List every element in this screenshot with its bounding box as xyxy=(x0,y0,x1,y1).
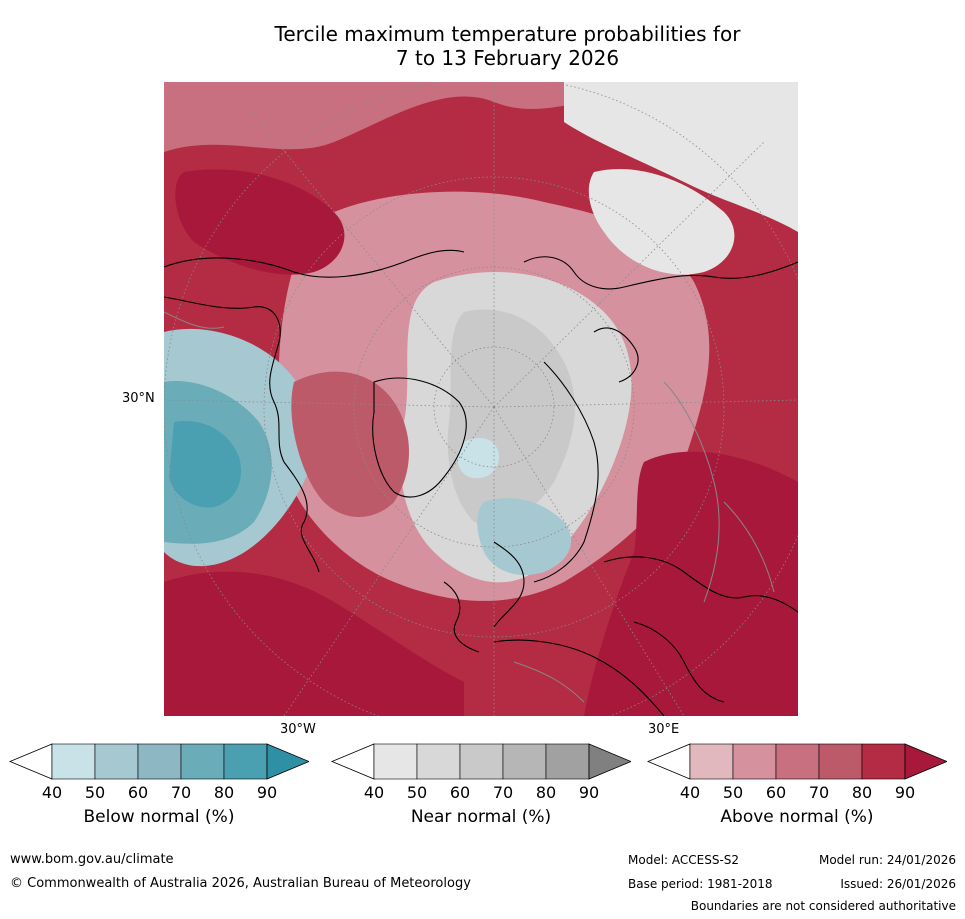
below-tick-label: 50 xyxy=(84,783,106,802)
chart-title: Tercile maximum temperature probabilitie… xyxy=(160,22,855,70)
colorbar-below-svg xyxy=(9,743,309,780)
near-extend-low xyxy=(331,743,375,780)
below-tick-label: 60 xyxy=(127,783,149,802)
above-extend-high xyxy=(904,743,947,780)
near-tick-label: 50 xyxy=(406,783,428,802)
above-bin-1 xyxy=(732,743,777,780)
near-tick-label: 80 xyxy=(535,783,557,802)
above-extend-low xyxy=(647,743,691,780)
below-extend-high xyxy=(266,743,309,780)
footer-disclaimer: Boundaries are not considered authoritat… xyxy=(690,899,956,913)
lon-30w-label: 30°W xyxy=(280,722,316,737)
below-bin-0 xyxy=(51,743,96,780)
below-bin-1 xyxy=(94,743,139,780)
colorbar-below: 40 50 60 70 80 90 Below normal (%) xyxy=(9,743,309,843)
footer-issued: Issued: 26/01/2026 xyxy=(840,877,956,891)
map-svg xyxy=(164,82,798,716)
title-line-2: 7 to 13 February 2026 xyxy=(395,46,620,70)
above-tick-label: 80 xyxy=(851,783,873,802)
above-pacific xyxy=(164,571,464,716)
above-bin-3 xyxy=(818,743,863,780)
below-scandinavia xyxy=(477,498,572,576)
below-bin-4 xyxy=(223,743,268,780)
colorbar-near-svg xyxy=(331,743,631,780)
colorbar-near-title: Near normal (%) xyxy=(410,807,552,827)
above-bin-0 xyxy=(689,743,734,780)
probability-map xyxy=(164,82,798,716)
above-tick-label: 90 xyxy=(894,783,916,802)
near-tick-label: 40 xyxy=(363,783,385,802)
near-tick-label: 70 xyxy=(492,783,514,802)
colorbar-above-svg xyxy=(647,743,947,780)
below-tick-label: 70 xyxy=(170,783,192,802)
borders xyxy=(164,311,775,703)
above-eurasia xyxy=(584,451,798,716)
below-extend-low xyxy=(9,743,53,780)
colorbar-near: 40 50 60 70 80 90 Near normal (%) xyxy=(331,743,631,843)
above-tick-label: 70 xyxy=(808,783,830,802)
lon-30e-label: 30°E xyxy=(648,722,680,737)
near-bin-2 xyxy=(459,743,504,780)
near-tick-label: 90 xyxy=(578,783,600,802)
near-extend-high xyxy=(588,743,631,780)
above-greenland xyxy=(291,371,409,517)
below-tick-label: 80 xyxy=(213,783,235,802)
above-tick-label: 60 xyxy=(765,783,787,802)
below-bin-3 xyxy=(180,743,225,780)
near-northeast xyxy=(564,82,798,232)
above-tick-label: 50 xyxy=(722,783,744,802)
colorbar-above: 40 50 60 70 80 90 Above normal (%) xyxy=(647,743,947,843)
above-bin-4 xyxy=(861,743,906,780)
below-tick-label: 90 xyxy=(256,783,278,802)
near-bin-0 xyxy=(373,743,418,780)
near-bin-4 xyxy=(545,743,590,780)
footer-copyright: © Commonwealth of Australia 2026, Austra… xyxy=(10,876,471,891)
footer-base-period: Base period: 1981-2018 xyxy=(628,877,773,891)
footer-model: Model: ACCESS-S2 xyxy=(628,853,740,867)
below-greenland xyxy=(457,437,499,479)
coastlines xyxy=(164,249,798,716)
lat-30n-label: 30°N xyxy=(122,391,155,406)
below-bin-2 xyxy=(137,743,182,780)
colorbar-above-title: Above normal (%) xyxy=(720,807,874,827)
above-tick-label: 40 xyxy=(679,783,701,802)
footer-url[interactable]: www.bom.gov.au/climate xyxy=(10,852,174,867)
footer-model-run: Model run: 24/01/2026 xyxy=(818,853,956,867)
above-bin-2 xyxy=(775,743,820,780)
colorbar-below-title: Below normal (%) xyxy=(83,807,235,827)
below-tick-label: 40 xyxy=(41,783,63,802)
graticule xyxy=(164,82,798,716)
near-bin-1 xyxy=(416,743,461,780)
near-tick-label: 60 xyxy=(449,783,471,802)
below-north-america-peak xyxy=(169,421,242,508)
near-bin-3 xyxy=(502,743,547,780)
above-alaska xyxy=(175,169,345,275)
near-siberia xyxy=(588,168,735,275)
title-line-1: Tercile maximum temperature probabilitie… xyxy=(274,22,741,46)
